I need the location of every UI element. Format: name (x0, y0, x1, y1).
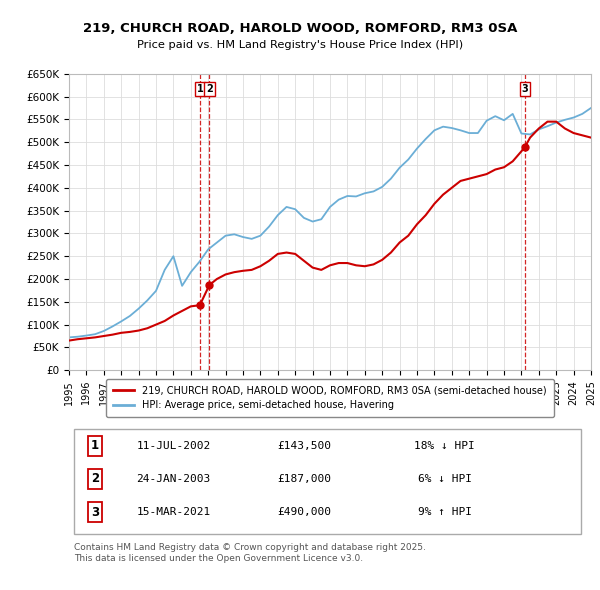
Text: £490,000: £490,000 (277, 507, 331, 517)
Text: 2: 2 (91, 473, 99, 486)
Text: 24-JAN-2003: 24-JAN-2003 (136, 474, 211, 484)
Text: 1: 1 (91, 440, 99, 453)
Text: 9% ↑ HPI: 9% ↑ HPI (418, 507, 472, 517)
Text: 3: 3 (91, 506, 99, 519)
Text: Price paid vs. HM Land Registry's House Price Index (HPI): Price paid vs. HM Land Registry's House … (137, 40, 463, 50)
Text: £143,500: £143,500 (277, 441, 331, 451)
Text: £187,000: £187,000 (277, 474, 331, 484)
Text: 3: 3 (521, 84, 529, 94)
Text: Contains HM Land Registry data © Crown copyright and database right 2025.
This d: Contains HM Land Registry data © Crown c… (74, 543, 426, 563)
Text: 2: 2 (206, 84, 213, 94)
Legend: 219, CHURCH ROAD, HAROLD WOOD, ROMFORD, RM3 0SA (semi-detached house), HPI: Aver: 219, CHURCH ROAD, HAROLD WOOD, ROMFORD, … (106, 379, 554, 417)
Text: 15-MAR-2021: 15-MAR-2021 (136, 507, 211, 517)
Text: 219, CHURCH ROAD, HAROLD WOOD, ROMFORD, RM3 0SA: 219, CHURCH ROAD, HAROLD WOOD, ROMFORD, … (83, 22, 517, 35)
Text: 1: 1 (197, 84, 203, 94)
Text: 6% ↓ HPI: 6% ↓ HPI (418, 474, 472, 484)
Text: 11-JUL-2002: 11-JUL-2002 (136, 441, 211, 451)
FancyBboxPatch shape (74, 429, 581, 535)
Text: 18% ↓ HPI: 18% ↓ HPI (415, 441, 475, 451)
